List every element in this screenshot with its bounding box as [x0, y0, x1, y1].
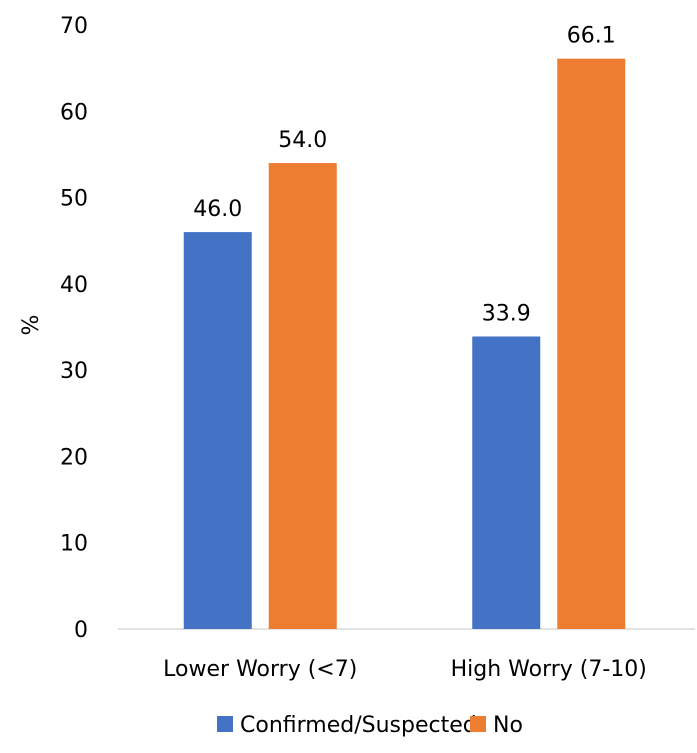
data-label: 33.9 [482, 301, 531, 326]
y-tick-label: 20 [60, 445, 88, 470]
bar-no-1 [557, 58, 626, 629]
data-labels: 46.0 54.0 33.9 66.1 [193, 24, 615, 327]
data-label: 66.1 [567, 24, 616, 49]
bar-confirmed-suspected-1 [472, 336, 541, 629]
y-tick-label: 10 [60, 532, 88, 557]
legend-swatch-confirmed-suspected [217, 716, 233, 732]
y-axis-ticks: 0 10 20 30 40 50 60 70 [60, 14, 88, 643]
y-tick-label: 60 [60, 100, 88, 125]
legend-label: No [493, 713, 523, 738]
y-tick-label: 0 [74, 618, 88, 643]
x-tick-label: Lower Worry (<7) [163, 657, 357, 682]
y-tick-label: 40 [60, 273, 88, 298]
legend-label: Confirmed/Suspected [240, 713, 477, 738]
bar-no-0 [268, 163, 337, 630]
x-tick-label: High Worry (7-10) [451, 657, 647, 682]
legend-swatch-no [470, 716, 486, 732]
bars [183, 58, 626, 630]
x-axis-ticks: Lower Worry (<7) High Worry (7-10) [163, 657, 647, 682]
data-label: 46.0 [193, 197, 242, 222]
y-tick-label: 50 [60, 187, 88, 212]
y-axis-title: % [19, 315, 44, 336]
legend: Confirmed/Suspected No [217, 713, 523, 738]
y-tick-label: 30 [60, 359, 88, 384]
y-tick-label: 70 [60, 14, 88, 39]
bar-confirmed-suspected-0 [183, 232, 252, 630]
data-label: 54.0 [278, 128, 327, 153]
